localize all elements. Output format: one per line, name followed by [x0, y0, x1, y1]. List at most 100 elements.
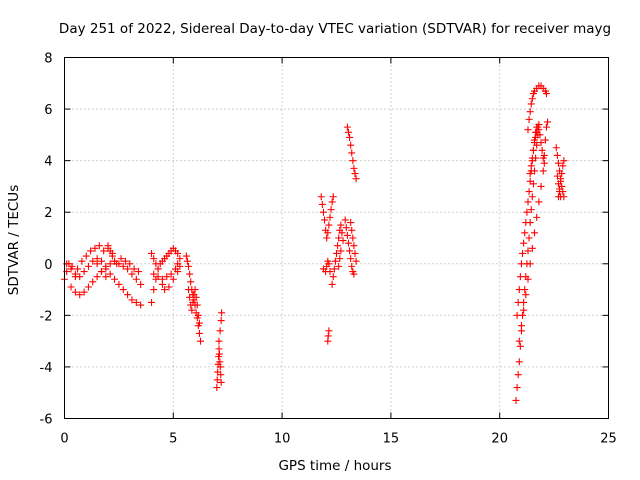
data-point — [78, 257, 86, 265]
data-point — [117, 255, 125, 263]
data-point — [540, 159, 548, 167]
data-point — [527, 100, 535, 108]
x-axis-label: GPS time / hours — [278, 458, 391, 474]
x-tick-label: 10 — [274, 432, 291, 447]
data-point — [331, 257, 339, 265]
data-point — [74, 265, 82, 273]
data-point — [174, 268, 182, 276]
data-point — [150, 286, 158, 294]
data-point — [327, 206, 335, 214]
data-point — [338, 229, 346, 237]
series-arc-22 — [526, 123, 548, 178]
data-point — [326, 213, 334, 221]
data-point — [554, 159, 562, 167]
data-point — [91, 244, 99, 252]
data-point — [516, 273, 524, 281]
data-point — [321, 216, 329, 224]
data-point — [352, 175, 360, 183]
data-point — [519, 249, 527, 257]
data-point — [97, 257, 105, 265]
data-point — [132, 298, 140, 306]
data-point — [137, 301, 145, 309]
series-arc-9 — [182, 252, 204, 345]
series-arc-3 — [63, 255, 110, 281]
data-point — [329, 273, 337, 281]
data-point — [531, 139, 539, 147]
data-point — [325, 327, 333, 335]
data-point — [216, 327, 224, 335]
series-arc-18 — [512, 121, 543, 404]
data-point — [213, 376, 221, 384]
data-point — [535, 198, 543, 206]
data-point — [517, 260, 525, 268]
data-point — [531, 229, 539, 237]
data-point — [95, 242, 103, 250]
data-point — [335, 262, 343, 270]
data-point — [137, 280, 145, 288]
data-point — [191, 286, 199, 294]
data-point — [348, 226, 356, 234]
series-arc-11 — [213, 309, 226, 392]
data-point — [560, 157, 568, 165]
data-point — [521, 229, 529, 237]
grid — [64, 57, 609, 419]
data-point — [515, 286, 523, 294]
y-tick-label: -2 — [40, 309, 53, 324]
data-point — [350, 270, 358, 278]
data-point — [148, 249, 156, 257]
data-point — [346, 247, 354, 255]
data-point — [535, 126, 543, 134]
data-point — [349, 234, 357, 242]
data-point — [150, 270, 158, 278]
data-point — [215, 350, 223, 358]
data-point — [520, 306, 528, 314]
data-point — [347, 141, 355, 149]
data-point — [132, 275, 140, 283]
data-point — [341, 216, 349, 224]
data-point — [350, 164, 358, 172]
data-point — [148, 298, 156, 306]
data-point — [130, 265, 138, 273]
data-point — [559, 162, 567, 170]
data-point — [317, 193, 325, 201]
data-point — [516, 342, 524, 350]
data-point — [186, 270, 194, 278]
y-tick-label: -6 — [40, 413, 53, 428]
data-point — [323, 234, 331, 242]
data-point — [216, 363, 224, 371]
data-point — [193, 301, 201, 309]
data-point — [348, 149, 356, 157]
data-point — [328, 198, 336, 206]
data-point — [339, 237, 347, 245]
data-point — [527, 162, 535, 170]
data-point — [188, 306, 196, 314]
data-point — [328, 280, 336, 288]
data-point — [539, 154, 547, 162]
data-point — [195, 329, 203, 337]
data-point — [325, 260, 333, 268]
data-point — [189, 298, 197, 306]
data-point — [520, 239, 528, 247]
data-point — [167, 270, 175, 278]
data-point — [537, 139, 545, 147]
x-tick-label: 5 — [169, 432, 177, 447]
data-point — [343, 231, 351, 239]
data-point — [111, 275, 119, 283]
data-point — [154, 265, 162, 273]
data-point — [176, 262, 184, 270]
series-arc-7 — [150, 260, 184, 283]
data-point — [128, 270, 136, 278]
data-point — [326, 268, 334, 276]
data-point — [165, 283, 173, 291]
data-point — [351, 170, 359, 178]
data-point — [525, 188, 533, 196]
data-point — [342, 224, 350, 232]
data-point — [336, 255, 344, 263]
data-point — [517, 322, 525, 330]
data-point — [213, 384, 221, 392]
y-tick-label: 0 — [44, 258, 52, 273]
data-point — [106, 270, 114, 278]
data-point — [330, 265, 338, 273]
data-point — [100, 247, 108, 255]
